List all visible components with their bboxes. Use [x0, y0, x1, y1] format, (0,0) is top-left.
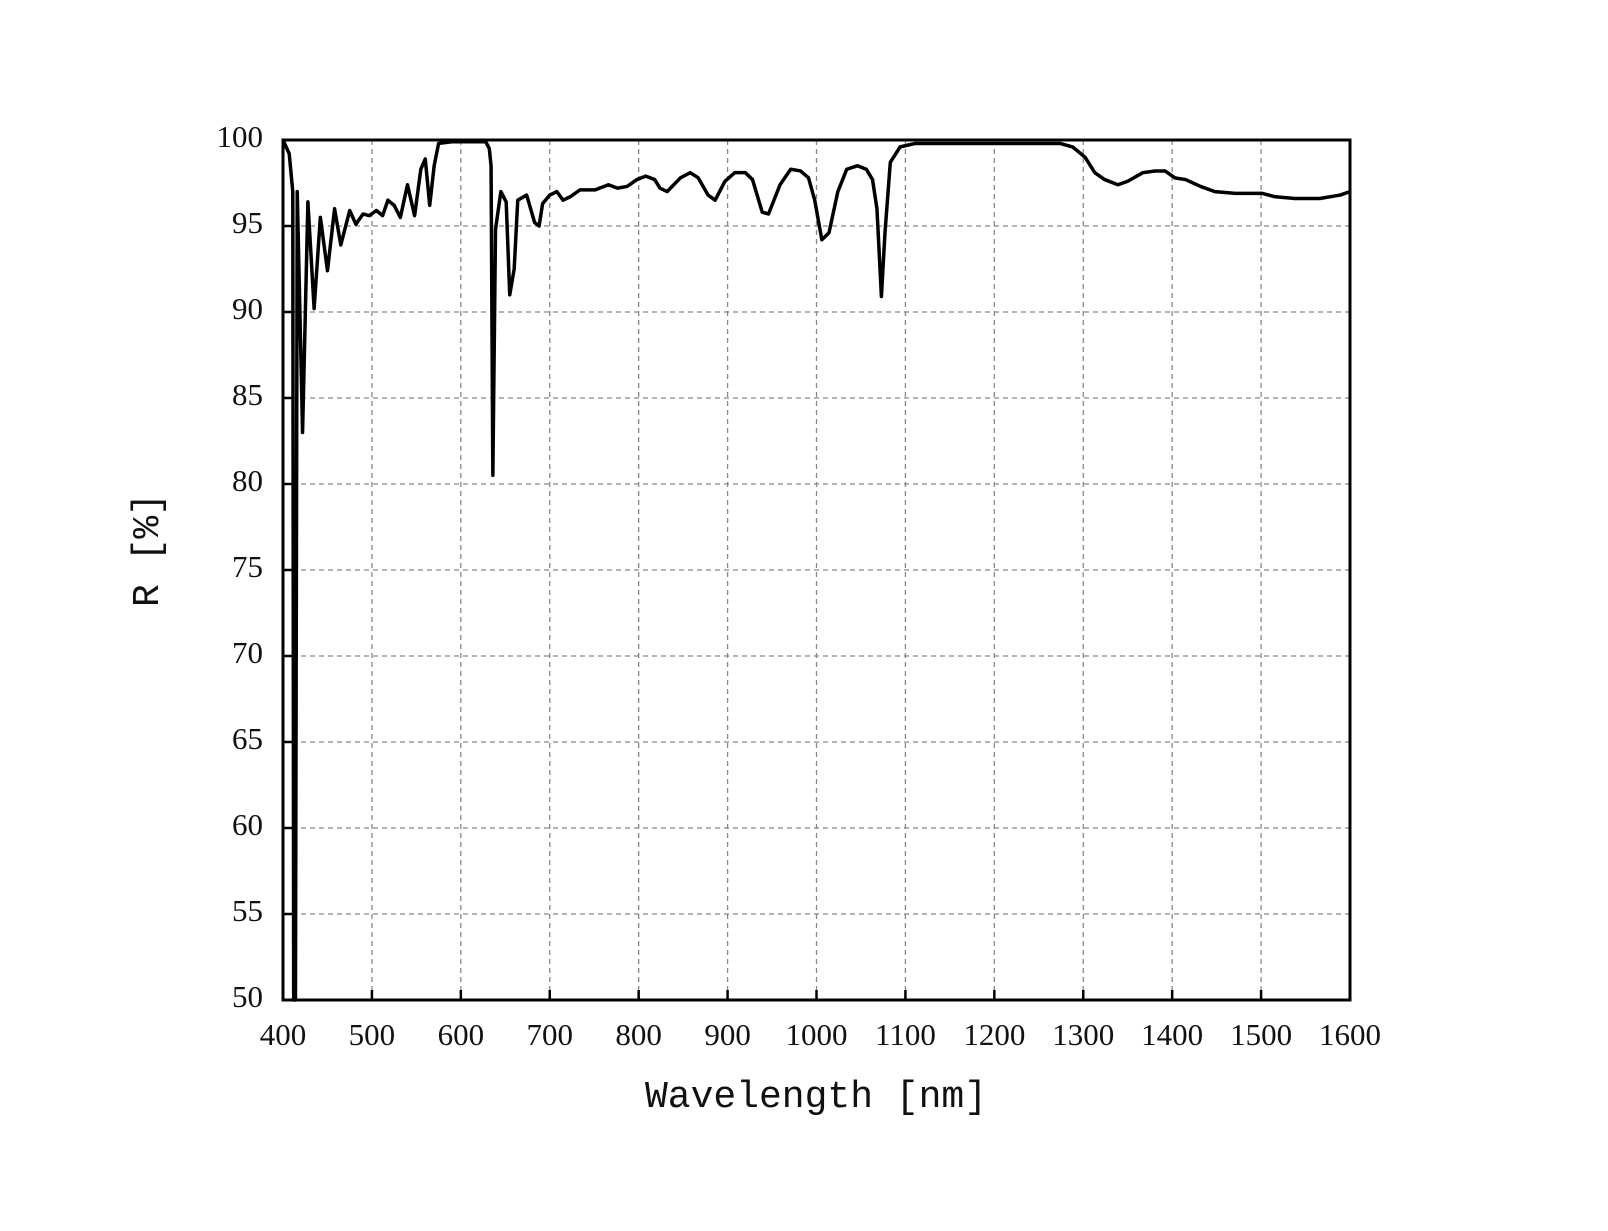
x-tick-label: 1000 [786, 1017, 848, 1052]
x-tick-label: 900 [704, 1017, 751, 1052]
x-tick-label: 1100 [875, 1017, 936, 1052]
x-tick-label: 400 [260, 1017, 307, 1052]
y-tick-label: 80 [232, 463, 263, 498]
x-tick-label: 1400 [1141, 1017, 1203, 1052]
x-tick-label: 700 [527, 1017, 574, 1052]
data-line [281, 139, 1351, 1002]
y-axis-label: R [%] [127, 493, 170, 607]
x-tick-label: 1200 [963, 1017, 1025, 1052]
x-tick-label: 500 [349, 1017, 396, 1052]
y-tick-label: 100 [217, 119, 264, 154]
y-tick-label: 75 [232, 549, 263, 584]
x-axis-label: Wavelength [nm] [645, 1076, 987, 1119]
y-tick-label: 60 [232, 807, 263, 842]
x-tick-label: 800 [615, 1017, 662, 1052]
x-tick-label: 1300 [1052, 1017, 1114, 1052]
y-tick-label: 65 [232, 721, 263, 756]
y-tick-label: 55 [232, 893, 263, 928]
plot-frame [281, 138, 1352, 1002]
x-tick-label: 1500 [1230, 1017, 1292, 1052]
y-tick-label: 50 [232, 979, 263, 1014]
y-tick-label: 95 [232, 205, 263, 240]
y-tick-label: 85 [232, 377, 263, 412]
x-tick-label: 600 [438, 1017, 485, 1052]
y-tick-label: 90 [232, 291, 263, 326]
x-tick-label: 1600 [1319, 1017, 1381, 1052]
y-tick-label: 70 [232, 635, 263, 670]
